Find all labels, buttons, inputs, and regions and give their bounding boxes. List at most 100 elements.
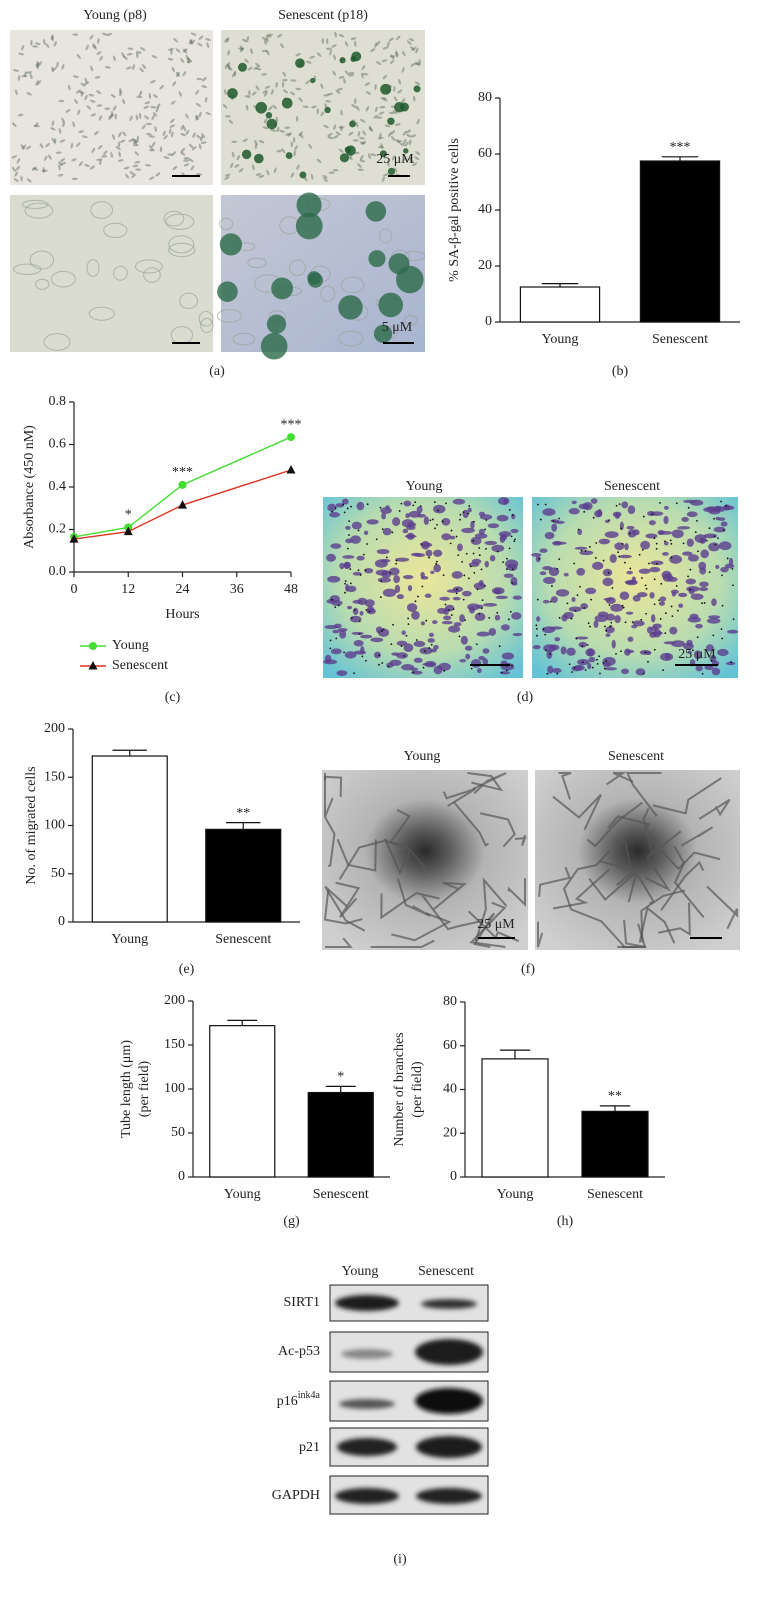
pore bbox=[391, 531, 394, 534]
cell bbox=[224, 37, 229, 43]
cell bbox=[96, 158, 103, 161]
pore bbox=[505, 669, 508, 672]
pore bbox=[469, 565, 472, 568]
cell bbox=[627, 505, 636, 515]
cell bbox=[650, 511, 664, 516]
cell bbox=[335, 131, 341, 136]
cell bbox=[402, 138, 407, 145]
cell bbox=[261, 37, 268, 41]
cell bbox=[338, 330, 364, 347]
cell bbox=[170, 131, 174, 138]
cell bbox=[357, 130, 361, 137]
pore bbox=[496, 550, 499, 553]
pore bbox=[595, 542, 598, 544]
cell bbox=[428, 632, 434, 637]
cell bbox=[334, 31, 337, 38]
cell bbox=[605, 626, 615, 634]
cell bbox=[133, 139, 138, 145]
stained-cell bbox=[403, 148, 409, 154]
pore bbox=[392, 623, 394, 626]
bar bbox=[307, 1091, 374, 1178]
pore bbox=[379, 506, 382, 509]
cell bbox=[118, 131, 122, 138]
cell bbox=[711, 598, 717, 606]
x-tick-label: 48 bbox=[284, 582, 298, 597]
pore bbox=[473, 571, 476, 574]
pore bbox=[694, 531, 697, 534]
cell bbox=[621, 501, 629, 509]
y-tick-label: 0 bbox=[450, 1169, 457, 1184]
cell bbox=[575, 636, 589, 640]
cell bbox=[384, 124, 391, 128]
cell bbox=[70, 142, 74, 149]
tube bbox=[599, 839, 633, 871]
pore bbox=[713, 517, 715, 520]
cell bbox=[71, 158, 77, 162]
point bbox=[123, 526, 133, 536]
stained-cell bbox=[299, 171, 307, 179]
cell bbox=[624, 543, 629, 551]
cell bbox=[224, 173, 231, 177]
cell bbox=[661, 570, 672, 579]
cell bbox=[190, 32, 197, 36]
cell bbox=[393, 167, 398, 173]
scale-label: 25 μM bbox=[376, 152, 414, 167]
cell bbox=[156, 103, 161, 109]
cell bbox=[195, 115, 199, 121]
series-line bbox=[73, 436, 292, 538]
pore bbox=[359, 574, 362, 576]
stained-cell bbox=[339, 153, 350, 163]
cell bbox=[84, 94, 88, 101]
cell bbox=[110, 110, 114, 117]
legend-marker bbox=[88, 661, 98, 670]
cell bbox=[339, 629, 347, 639]
pore bbox=[337, 604, 340, 607]
row-label: GAPDH bbox=[272, 1488, 320, 1503]
cell bbox=[112, 134, 116, 140]
pore bbox=[688, 588, 691, 591]
cell bbox=[548, 644, 560, 651]
pore bbox=[655, 542, 658, 545]
cell bbox=[219, 217, 234, 230]
cell bbox=[560, 646, 567, 655]
cell bbox=[637, 592, 648, 598]
cell bbox=[244, 58, 249, 63]
pore bbox=[342, 503, 345, 506]
y-tick-label: 60 bbox=[478, 146, 492, 161]
cell bbox=[129, 115, 133, 122]
cell bbox=[323, 659, 338, 665]
pore bbox=[641, 577, 643, 579]
cell bbox=[395, 139, 401, 144]
stained-cell bbox=[373, 324, 393, 343]
stained-cell bbox=[295, 212, 323, 240]
cell bbox=[238, 47, 245, 50]
cell bbox=[132, 140, 139, 144]
cell bbox=[424, 593, 432, 598]
y-axis-label: (per field) bbox=[410, 1061, 425, 1118]
cell bbox=[390, 54, 395, 60]
pore bbox=[348, 534, 350, 536]
pore bbox=[365, 659, 367, 662]
cell bbox=[610, 603, 624, 612]
pore bbox=[647, 660, 649, 663]
cell bbox=[227, 66, 233, 71]
cell bbox=[340, 276, 365, 294]
cell bbox=[415, 47, 419, 54]
pore bbox=[594, 557, 597, 559]
cell bbox=[543, 576, 556, 585]
pore bbox=[414, 501, 417, 504]
cell bbox=[58, 99, 65, 103]
cell bbox=[404, 141, 409, 147]
cell bbox=[50, 270, 76, 288]
cell bbox=[132, 64, 135, 70]
column-label: Senescent bbox=[418, 1264, 474, 1279]
pore bbox=[478, 554, 481, 557]
cell bbox=[167, 57, 174, 61]
cell bbox=[425, 549, 433, 557]
cell bbox=[276, 126, 280, 133]
pore bbox=[570, 617, 573, 620]
cell bbox=[663, 505, 669, 510]
cell bbox=[145, 164, 152, 167]
cell bbox=[57, 173, 64, 177]
pore bbox=[631, 621, 634, 623]
